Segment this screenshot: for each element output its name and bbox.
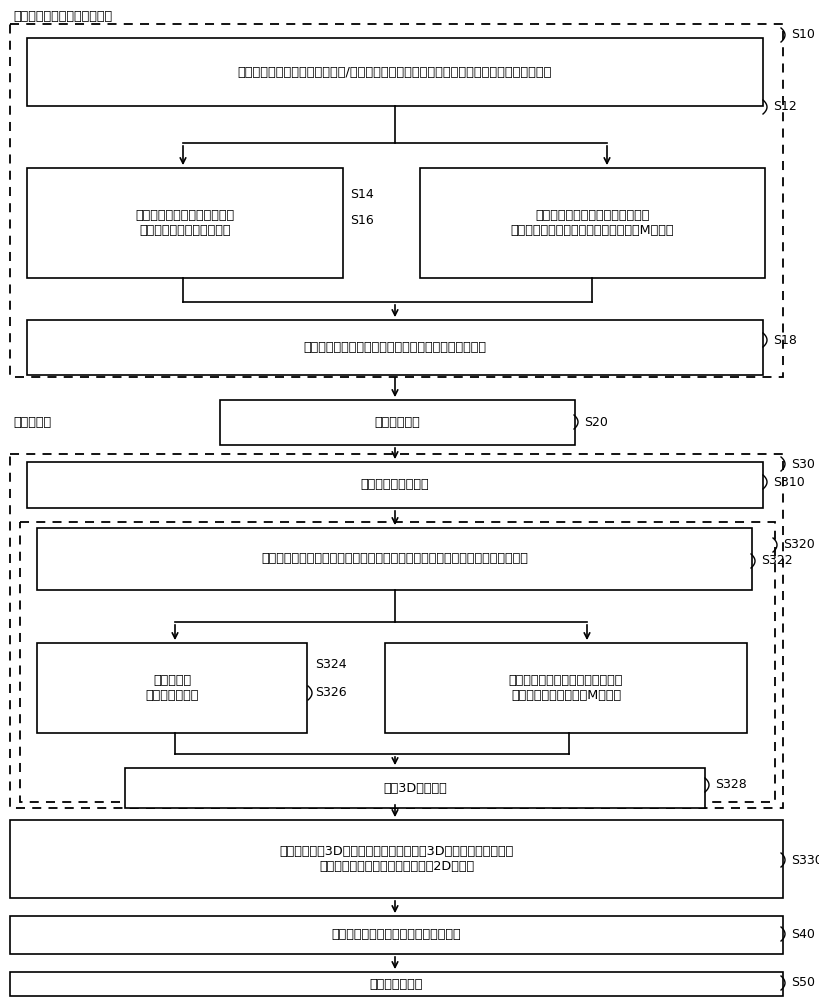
Text: 针对多类真实对象中的每一个: 针对多类真实对象中的每一个 xyxy=(13,9,112,22)
Text: S16: S16 xyxy=(350,214,373,227)
Text: 针对已标记范围的值的每个组合，
定义未标记范围的随机值的预确定数量M个组合: 针对已标记范围的值的每个组合， 定义未标记范围的随机值的预确定数量M个组合 xyxy=(510,209,673,237)
Bar xyxy=(27,38,762,106)
Bar xyxy=(10,24,782,377)
Text: 定义一个或多个约束，每个约束将相应参数链接在一起: 定义一个或多个约束，每个约束将相应参数链接在一起 xyxy=(303,341,486,354)
Text: S40: S40 xyxy=(790,928,814,940)
Text: 按照已标记范围的值的组合，提供
未标记范围的随机值的M个组合: 按照已标记范围的值的组合，提供 未标记范围的随机值的M个组合 xyxy=(509,674,622,702)
Text: S18: S18 xyxy=(772,334,796,347)
Text: 遍历标记为
要被遍历的范围: 遍历标记为 要被遍历的范围 xyxy=(145,674,198,702)
Bar xyxy=(10,972,782,996)
Bar xyxy=(10,916,782,954)
Text: S320: S320 xyxy=(782,538,814,552)
Text: 向数据集添加3D建模对象，并且针对每个3D建模对象添加相应的
一个或多个对应几何表示（例如，2D图像）: 向数据集添加3D建模对象，并且针对每个3D建模对象添加相应的 一个或多个对应几何… xyxy=(279,845,513,873)
Bar xyxy=(10,454,782,808)
Text: S14: S14 xyxy=(350,188,373,202)
Bar xyxy=(124,768,704,808)
Text: S310: S310 xyxy=(772,476,803,488)
Text: 关于该组参数定义排序，排序给予被遍历的范围优先权并且基于一个或多个约束: 关于该组参数定义排序，排序给予被遍历的范围优先权并且基于一个或多个约束 xyxy=(260,552,527,566)
Text: S12: S12 xyxy=(772,101,796,113)
Bar xyxy=(27,462,762,508)
Bar xyxy=(10,820,782,898)
Text: 初始化数据集: 初始化数据集 xyxy=(374,416,420,429)
Text: 提供类的参数化模型: 提供类的参数化模型 xyxy=(360,479,429,491)
Bar xyxy=(419,168,764,278)
Bar xyxy=(37,643,306,733)
Text: 将一个或多个参数范围标记为
当形成数据集时要被遍历的: 将一个或多个参数范围标记为 当形成数据集时要被遍历的 xyxy=(135,209,234,237)
Bar xyxy=(27,320,762,375)
Text: S330: S330 xyxy=(790,854,819,866)
Text: S324: S324 xyxy=(314,658,346,672)
Text: S30: S30 xyxy=(790,458,814,471)
Bar xyxy=(219,400,574,445)
Text: S328: S328 xyxy=(714,778,746,792)
Text: 输出3D建模对象: 输出3D建模对象 xyxy=(382,782,446,794)
Bar xyxy=(37,528,751,590)
Text: 离线：学习取几何表示作为输入的函数: 离线：学习取几何表示作为输入的函数 xyxy=(331,928,461,942)
Bar xyxy=(20,522,774,802)
Text: S322: S322 xyxy=(760,554,792,568)
Text: S326: S326 xyxy=(314,686,346,700)
Text: 定义包括尺寸参数、样式参数和/或纹理参数的一组参数，并且针对每个参数定义相应的范围: 定义包括尺寸参数、样式参数和/或纹理参数的一组参数，并且针对每个参数定义相应的范… xyxy=(238,66,551,79)
Text: S10: S10 xyxy=(790,28,814,41)
Text: 在线：使用函数: 在线：使用函数 xyxy=(369,978,423,990)
Text: S50: S50 xyxy=(790,976,814,990)
Text: 针对每个类: 针对每个类 xyxy=(13,416,51,428)
Bar xyxy=(385,643,746,733)
Bar xyxy=(27,168,342,278)
Text: S20: S20 xyxy=(583,416,607,428)
